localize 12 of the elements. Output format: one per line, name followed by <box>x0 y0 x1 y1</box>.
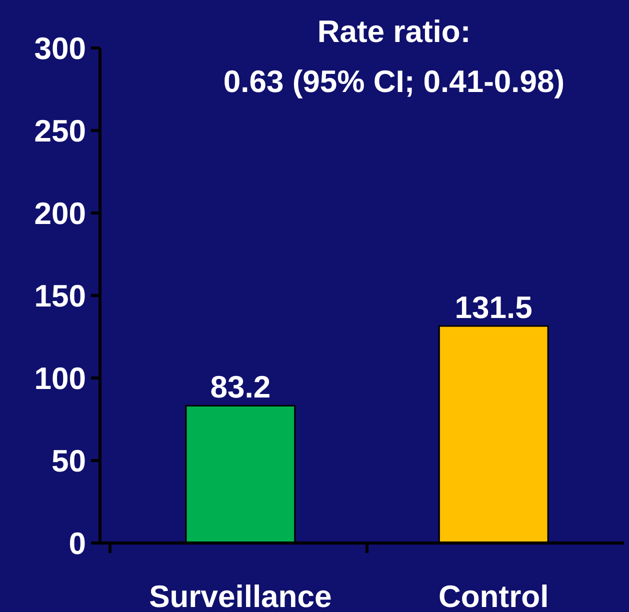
data-label: 83.2 <box>210 370 271 405</box>
y-tick-label: 150 <box>34 278 86 314</box>
x-tick-label: Control <box>438 578 549 612</box>
data-label: 131.5 <box>454 290 532 326</box>
y-tick-label: 50 <box>52 443 86 478</box>
y-tick-label: 250 <box>34 113 86 148</box>
y-tick-label: 300 <box>34 30 86 66</box>
x-tick-label: Surveillance <box>149 578 332 612</box>
y-tick-label: 200 <box>34 196 86 231</box>
chart-title: Rate ratio: 0.63 (95% CI; 0.41-0.98) <box>223 14 565 99</box>
y-tick-label: 100 <box>34 360 86 396</box>
y-tick-label: 0 <box>68 526 86 561</box>
